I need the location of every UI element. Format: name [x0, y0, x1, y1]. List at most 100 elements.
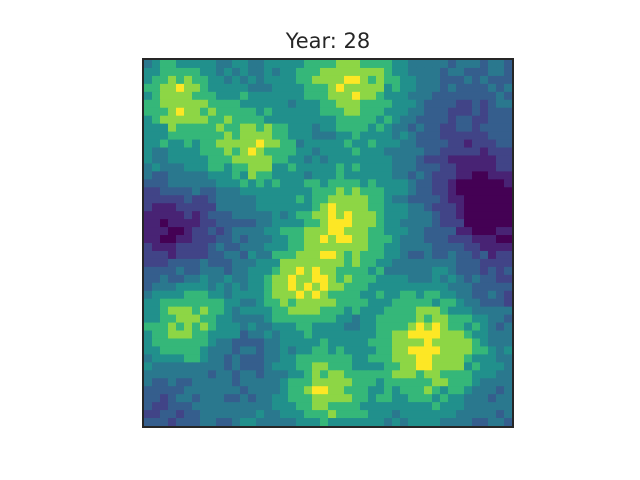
heatmap-cell — [376, 99, 385, 109]
heatmap-cell — [240, 362, 249, 371]
heatmap-cell — [496, 123, 505, 133]
heatmap-cell — [424, 346, 433, 355]
heatmap-cell — [240, 282, 249, 292]
heatmap-cell — [376, 203, 385, 212]
heatmap-cell — [288, 314, 297, 324]
heatmap-cell — [504, 274, 513, 284]
heatmap-cell — [320, 115, 329, 125]
heatmap-cell — [168, 282, 177, 292]
heatmap-cell — [240, 171, 249, 180]
heatmap-cell — [216, 147, 225, 156]
heatmap-cell — [184, 219, 193, 228]
heatmap-cell — [392, 163, 401, 172]
heatmap-cell — [440, 243, 449, 252]
heatmap-cell — [312, 290, 321, 300]
heatmap-cell — [408, 67, 417, 77]
heatmap-cell — [344, 139, 353, 149]
heatmap-cell — [232, 362, 241, 371]
heatmap-cell — [360, 322, 369, 332]
heatmap-cell — [408, 354, 417, 363]
heatmap-cell — [160, 227, 169, 236]
heatmap-cell — [296, 147, 305, 156]
heatmap-cell — [200, 386, 209, 395]
heatmap-cell — [272, 306, 281, 316]
heatmap-cell — [440, 330, 449, 339]
heatmap-cell — [248, 91, 257, 101]
heatmap-cell — [496, 250, 505, 260]
heatmap-cell — [464, 290, 473, 300]
heatmap-cell — [216, 171, 225, 180]
heatmap-cell — [256, 83, 265, 93]
heatmap-cell — [424, 306, 433, 316]
heatmap-cell — [480, 131, 489, 141]
heatmap-cell — [152, 107, 161, 117]
heatmap-cell — [344, 402, 353, 411]
heatmap-cell — [280, 338, 289, 347]
heatmap-cell — [400, 155, 409, 164]
heatmap-cell — [320, 195, 329, 204]
heatmap-cell — [176, 410, 185, 419]
heatmap-cell — [224, 115, 233, 125]
heatmap-cell — [416, 338, 425, 347]
heatmap-cell — [168, 155, 177, 164]
heatmap-cell — [392, 346, 401, 355]
heatmap-cell — [384, 402, 393, 411]
heatmap-cell — [328, 187, 337, 196]
heatmap-cell — [312, 115, 321, 125]
heatmap-cell — [216, 235, 225, 244]
heatmap-cell — [200, 346, 209, 355]
heatmap-cell — [456, 155, 465, 164]
heatmap-cell — [312, 322, 321, 332]
heatmap-cell — [424, 179, 433, 188]
heatmap-cell — [464, 250, 473, 260]
heatmap-cell — [344, 83, 353, 93]
heatmap-cell — [144, 187, 153, 196]
heatmap-cell — [256, 123, 265, 133]
heatmap-cell — [488, 290, 497, 300]
heatmap-cell — [168, 362, 177, 371]
heatmap-cell — [320, 91, 329, 101]
heatmap-cell — [448, 163, 457, 172]
heatmap-cell — [184, 394, 193, 403]
heatmap-cell — [304, 394, 313, 403]
heatmap-cell — [320, 227, 329, 236]
heatmap-cell — [336, 211, 345, 220]
heatmap-cell — [496, 306, 505, 316]
heatmap-cell — [312, 306, 321, 316]
heatmap-cell — [248, 195, 257, 204]
heatmap-cell — [496, 83, 505, 93]
heatmap-cell — [376, 418, 385, 427]
heatmap-cell — [352, 298, 361, 308]
heatmap-cell — [248, 147, 257, 156]
heatmap-cell — [168, 195, 177, 204]
heatmap-cell — [296, 282, 305, 292]
heatmap-cell — [200, 274, 209, 284]
heatmap-cell — [256, 386, 265, 395]
heatmap-cell — [368, 402, 377, 411]
heatmap-cell — [432, 219, 441, 228]
heatmap-cell — [504, 131, 513, 141]
heatmap-cell — [264, 298, 273, 308]
heatmap-cell — [232, 139, 241, 149]
heatmap-cell — [440, 211, 449, 220]
heatmap-cell — [504, 250, 513, 260]
heatmap-cell — [440, 410, 449, 419]
heatmap-cell — [456, 203, 465, 212]
heatmap-cell — [352, 378, 361, 387]
heatmap-cell — [352, 306, 361, 316]
heatmap-cell — [240, 402, 249, 411]
heatmap-cell — [152, 370, 161, 379]
heatmap-cell — [264, 290, 273, 300]
heatmap-cell — [296, 394, 305, 403]
heatmap-cell — [208, 243, 217, 252]
heatmap-cell — [416, 243, 425, 252]
heatmap-cell — [280, 75, 289, 85]
heatmap-cell — [152, 418, 161, 427]
heatmap-cell — [264, 131, 273, 141]
heatmap-cell — [184, 418, 193, 427]
heatmap-cell — [296, 258, 305, 268]
heatmap-cell — [456, 211, 465, 220]
heatmap-cell — [432, 155, 441, 164]
heatmap-cell — [488, 115, 497, 125]
heatmap-cell — [280, 99, 289, 109]
